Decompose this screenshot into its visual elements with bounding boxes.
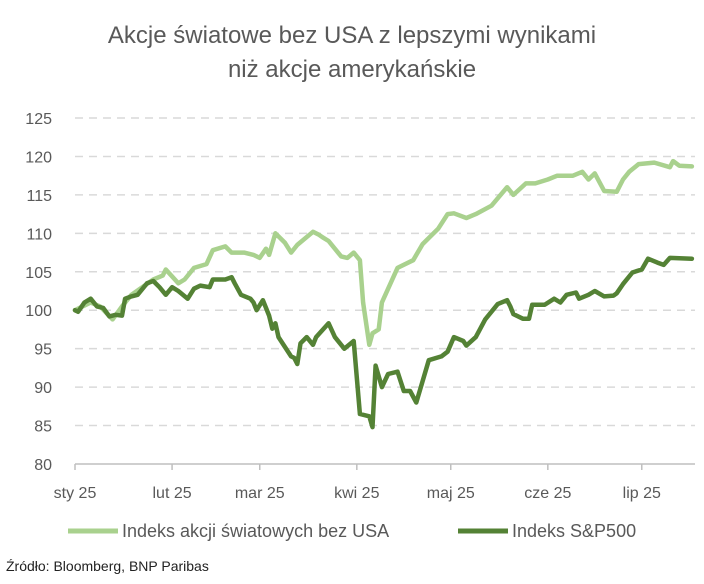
y-tick-label: 95 <box>34 342 52 359</box>
x-tick-label: lut 25 <box>153 485 192 502</box>
y-tick-label: 100 <box>25 303 52 320</box>
y-tick-label: 90 <box>34 380 52 397</box>
series-line-2 <box>72 255 695 430</box>
series-line-1 <box>72 158 695 348</box>
y-tick-label: 120 <box>25 149 52 166</box>
x-tick-label: sty 25 <box>54 485 97 502</box>
y-tick-label: 115 <box>26 188 52 205</box>
x-tick-label: lip 25 <box>623 485 661 502</box>
legend-label: Indeks akcji światowych bez USA <box>122 521 389 541</box>
x-tick-label: kwi 25 <box>334 485 379 502</box>
chart-title-line-2: niż akcje amerykańskie <box>227 56 477 83</box>
source-note: Źródło: Bloomberg, BNP Paribas <box>6 558 209 574</box>
legend-label: Indeks S&P500 <box>512 521 636 541</box>
y-tick-label: 105 <box>25 265 52 282</box>
y-tick-label: 85 <box>34 419 52 436</box>
x-tick-label: maj 25 <box>427 485 475 502</box>
x-tick-label: cze 25 <box>524 485 571 502</box>
x-tick-label: mar 25 <box>235 485 285 502</box>
chart-title-line-1: Akcje światowe bez USA z lepszymi wynika… <box>107 22 597 49</box>
y-tick-label: 125 <box>25 111 52 128</box>
y-tick-label: 110 <box>26 226 52 243</box>
y-tick-label: 80 <box>34 457 52 474</box>
